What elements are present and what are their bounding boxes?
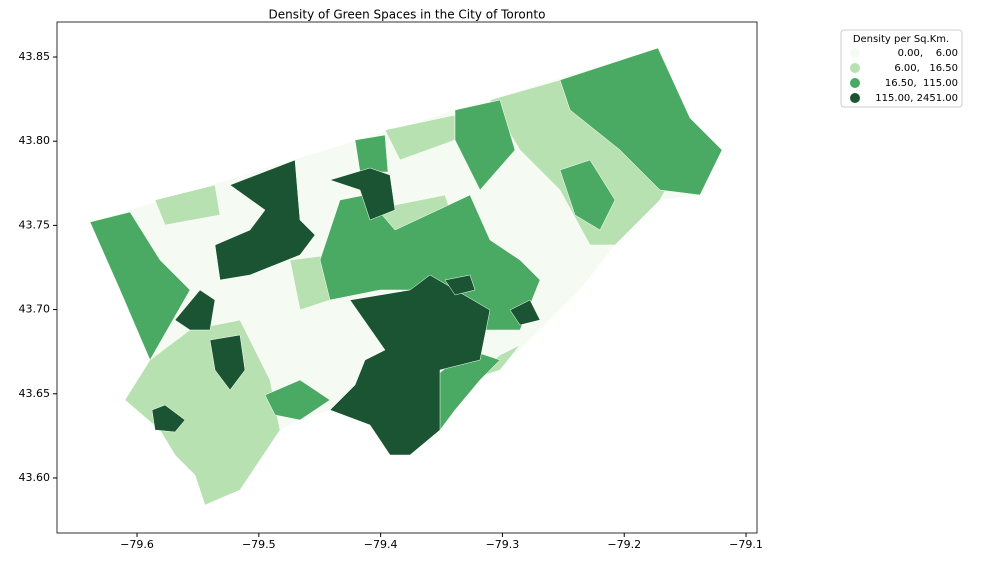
y-tick-label: 43.80 <box>19 134 51 147</box>
legend: Density per Sq.Km. <box>840 29 963 108</box>
y-tick-label: 43.60 <box>19 471 51 484</box>
legend-marker <box>850 48 860 58</box>
region <box>329 167 396 221</box>
chart-title: Density of Green Spaces in the City of T… <box>269 8 546 22</box>
region <box>209 334 246 391</box>
map <box>89 47 723 506</box>
region <box>559 159 616 231</box>
plot-frame <box>56 21 758 534</box>
y-tick-label: 43.65 <box>19 387 51 400</box>
x-tick-label: −79.1 <box>729 538 763 551</box>
x-tick-label: −79.6 <box>120 538 154 551</box>
y-tick-label: 43.75 <box>19 218 51 231</box>
region <box>264 379 331 421</box>
region <box>454 99 516 191</box>
legend-label: 6.00, 16.50 <box>894 63 958 74</box>
x-tick-label: −79.2 <box>607 538 641 551</box>
legend-label: 0.00, 6.00 <box>898 48 958 59</box>
legend-marker <box>850 93 860 103</box>
legend-label: 115.00, 2451.00 <box>875 93 958 104</box>
x-tick-label: −79.5 <box>242 538 276 551</box>
region <box>444 274 476 296</box>
x-tick-label: −79.3 <box>486 538 520 551</box>
region <box>509 299 541 326</box>
x-tick-label: −79.4 <box>364 538 398 551</box>
region <box>89 211 191 361</box>
legend-title: Density per Sq.Km. <box>853 34 949 45</box>
y-tick-label: 43.85 <box>19 50 51 63</box>
region <box>559 47 723 196</box>
region <box>354 134 389 173</box>
legend-box <box>840 29 963 108</box>
legend-marker <box>850 78 860 88</box>
region <box>154 184 221 226</box>
y-tick-label: 43.70 <box>19 303 51 316</box>
region <box>151 404 186 433</box>
region <box>214 159 316 281</box>
legend-label: 16.50, 115.00 <box>885 78 958 89</box>
legend-marker <box>850 63 860 73</box>
region <box>174 289 216 331</box>
